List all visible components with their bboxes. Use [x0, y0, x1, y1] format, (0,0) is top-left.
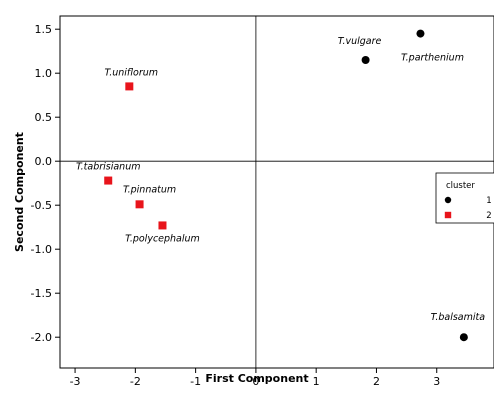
point-label: T.balsamita [431, 312, 486, 323]
legend-entry-label: 1 [486, 196, 491, 206]
x-axis: -3 -2 -1 0 1 2 3 [70, 368, 440, 388]
x-tick-label: -2 [130, 375, 141, 388]
point-label: T.pinnatum [123, 184, 176, 195]
legend: cluster 1 2 [435, 172, 494, 224]
reference-lines [60, 16, 494, 368]
y-tick-label: -1.5 [31, 287, 52, 300]
y-tick-label: -0.5 [31, 199, 52, 212]
x-tick-label: -1 [190, 375, 201, 388]
cluster-2-point [158, 221, 167, 230]
point-label: T.vulgare [338, 36, 382, 47]
y-tick-label: 1.0 [35, 67, 53, 80]
legend-title: cluster [446, 181, 475, 191]
y-tick-label: 0.5 [35, 111, 53, 124]
x-tick-label: 2 [373, 375, 380, 388]
cluster-2-point [125, 82, 134, 91]
legend-marker-circle [444, 196, 452, 204]
cluster-1-point [416, 29, 425, 38]
y-tick-label: 1.5 [35, 23, 53, 36]
y-tick-label: 0.0 [35, 155, 53, 168]
y-axis-label: Second Component [13, 132, 26, 252]
y-tick-label: -2.0 [31, 331, 52, 344]
cluster-1-point [459, 333, 468, 342]
cluster-2-point [135, 200, 144, 209]
x-tick-label: 1 [313, 375, 320, 388]
point-label: T.polycephalum [125, 233, 200, 244]
x-axis-label: First Component [205, 372, 308, 385]
legend-marker-square [444, 211, 452, 219]
x-tick-label: 3 [433, 375, 440, 388]
plot-frame [59, 15, 494, 369]
cluster-2-point [104, 176, 113, 185]
data-points: T.vulgare T.parthenium T.balsamita T.uniflo… [76, 29, 486, 342]
legend-entry-label: 2 [486, 211, 491, 221]
point-label: T.tabrisianum [76, 162, 141, 173]
y-axis: 1.5 1.0 0.5 0.0 -0.5 -1.0 -1.5 -2.0 [31, 23, 60, 344]
y-tick-label: -1.0 [31, 243, 52, 256]
cluster-1-point [361, 56, 370, 64]
point-label: T.parthenium [401, 53, 464, 64]
x-tick-label: -3 [70, 375, 81, 388]
x-tick-label: 0 [252, 375, 259, 388]
point-label: T.uniflorum [105, 67, 159, 78]
